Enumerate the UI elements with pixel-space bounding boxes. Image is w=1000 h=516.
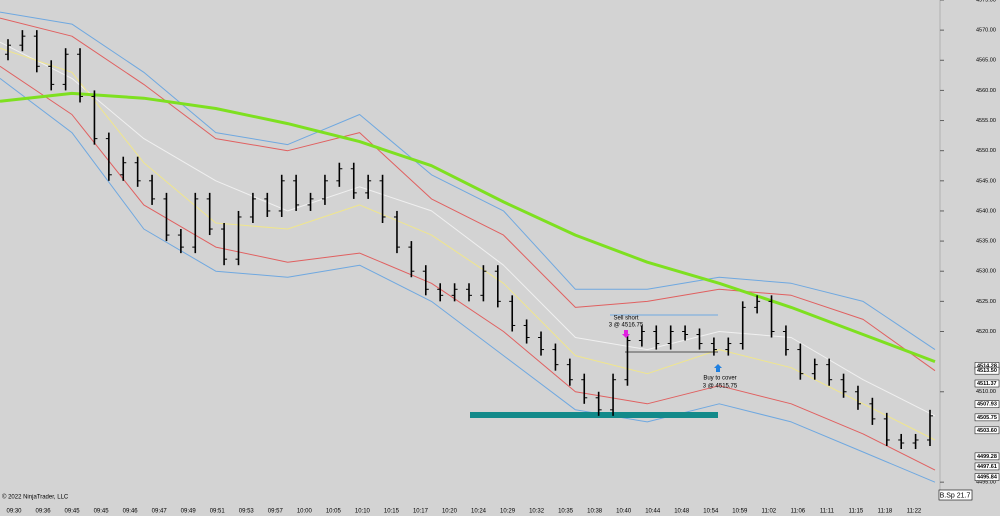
y-tick-label: 4575.00 (976, 0, 996, 3)
price-marker-box (974, 366, 1000, 375)
x-tick-label: 10:40 (616, 509, 632, 515)
x-tick-label: 10:17 (413, 509, 429, 515)
indicator-line (0, 65, 936, 471)
sell-arrow (622, 330, 630, 338)
x-tick-label: 09:45 (94, 509, 110, 515)
x-tick-label: 10:10 (355, 509, 371, 515)
annotation: 3 @ 4516.75 (609, 323, 644, 329)
x-tick-label: 10:32 (529, 509, 545, 515)
x-tick-label: 10:15 (384, 509, 400, 515)
y-tick-label: 4555.00 (976, 118, 996, 124)
x-tick-label: 11:02 (762, 509, 777, 515)
y-tick-label: 4530.00 (976, 269, 996, 275)
x-tick-label: 11:11 (820, 509, 835, 515)
price-marker-label: 4499.28 (977, 454, 997, 460)
y-tick-label: 4550.00 (976, 148, 996, 154)
y-tick-label: 4560.00 (976, 88, 996, 94)
indicator-line (0, 17, 936, 372)
x-tick-label: 09:53 (239, 509, 255, 515)
indicators (0, 11, 936, 483)
price-marker-label: 4514.28 (977, 363, 997, 369)
x-tick-label: 10:29 (500, 509, 516, 515)
x-tick-label: 09:46 (123, 509, 139, 515)
price-marker-label: 4503.60 (977, 428, 997, 434)
price-marker-box (974, 473, 1000, 481)
x-tick-label: 10:38 (587, 509, 603, 515)
x-tick-label: 09:45 (65, 509, 81, 515)
y-tick-label: 4570.00 (976, 28, 996, 34)
price-marker-box (974, 426, 1000, 435)
annotation: Buy to cover (703, 376, 736, 382)
price-marker-box (974, 400, 1000, 408)
y-tick-label: 4545.00 (976, 178, 996, 184)
y-tick-label: 4540.00 (976, 208, 996, 214)
indicator-line (0, 41, 936, 417)
indicator-line (0, 91, 936, 364)
x-tick-label: 10:54 (703, 509, 719, 515)
x-tick-label: 10:59 (732, 509, 748, 515)
price-marker-label: 4511.37 (977, 381, 997, 387)
x-tick-label: 09:36 (36, 509, 52, 515)
price-marker-box (974, 413, 1000, 422)
x-tick-label: 09:49 (181, 509, 197, 515)
x-tick-label: 10:35 (558, 509, 574, 515)
annotation: Sell short (613, 316, 638, 322)
x-tick-label: 10:20 (442, 509, 458, 515)
x-tick-label: 10:48 (674, 509, 690, 515)
x-tick-label: 10:24 (471, 509, 487, 515)
y-tick-label: 4525.00 (976, 299, 996, 305)
price-marker-box (974, 379, 1000, 388)
price-marker-label: 4495.84 (977, 475, 998, 481)
y-tick-label: 4495.00 (976, 480, 996, 486)
x-tick-label: 10:05 (326, 509, 342, 515)
copyright: © 2022 NinjaTrader, LLC (2, 494, 69, 501)
cover-arrow (714, 364, 722, 372)
status-box (938, 489, 973, 501)
price-marker-box (974, 462, 1000, 471)
y-tick-label: 4565.00 (976, 58, 996, 64)
axes: 4575.00 4570.00 4565.00 4560.00 4555.00 4550.… (6, 0, 1000, 515)
x-tick-label: 11:06 (791, 509, 806, 515)
price-marker-box (974, 452, 1000, 461)
price-bars (5, 30, 933, 450)
y-tick-label: 4535.00 (976, 239, 996, 245)
indicator-line (0, 47, 936, 441)
x-tick-label: 09:57 (268, 509, 284, 515)
indicator-line (0, 78, 936, 483)
indicator-line (0, 11, 936, 351)
x-tick-label: 09:30 (6, 509, 22, 515)
price-marker-label: 4505.75 (977, 415, 997, 421)
status-label: B.Sp 21.7 (940, 492, 971, 499)
x-tick-label: 09:51 (210, 509, 226, 515)
y-tick-label: 4520.00 (976, 329, 996, 335)
price-marker-label: 4497.61 (977, 464, 997, 470)
x-tick-label: 10:44 (645, 509, 661, 515)
x-tick-label: 11:22 (907, 509, 922, 515)
x-tick-label: 10:00 (297, 509, 313, 515)
y-tick-label: 4510.00 (976, 389, 996, 395)
x-tick-label: 11:15 (849, 509, 864, 515)
price-marker-label: 4513.50 (977, 368, 997, 374)
zone (470, 412, 718, 418)
annotation: 3 @ 4515.75 (703, 384, 738, 390)
x-tick-label: 09:47 (152, 509, 168, 515)
price-marker-label: 4507.93 (977, 402, 997, 408)
x-tick-label: 11:18 (878, 509, 893, 515)
